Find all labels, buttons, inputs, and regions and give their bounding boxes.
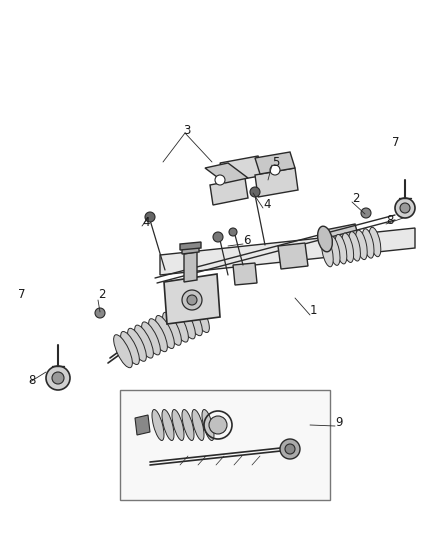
- Ellipse shape: [369, 227, 381, 257]
- Circle shape: [250, 187, 260, 197]
- Ellipse shape: [141, 322, 160, 355]
- Ellipse shape: [202, 409, 214, 440]
- Text: 4: 4: [263, 198, 271, 212]
- Ellipse shape: [162, 312, 181, 345]
- Polygon shape: [255, 152, 295, 174]
- Polygon shape: [160, 228, 415, 275]
- Circle shape: [215, 175, 225, 185]
- Bar: [120, 390, 330, 500]
- Ellipse shape: [152, 409, 164, 440]
- Polygon shape: [210, 178, 248, 205]
- Ellipse shape: [184, 303, 202, 336]
- Ellipse shape: [127, 328, 146, 361]
- Ellipse shape: [321, 237, 333, 267]
- Circle shape: [145, 212, 155, 222]
- Text: 8: 8: [386, 214, 393, 227]
- Polygon shape: [325, 224, 360, 248]
- Polygon shape: [255, 168, 298, 197]
- Circle shape: [395, 198, 415, 218]
- Circle shape: [187, 295, 197, 305]
- Circle shape: [209, 416, 227, 434]
- Ellipse shape: [191, 300, 209, 333]
- Ellipse shape: [192, 409, 204, 440]
- Polygon shape: [182, 247, 199, 254]
- Text: 2: 2: [98, 288, 106, 302]
- Ellipse shape: [162, 409, 174, 440]
- Circle shape: [361, 208, 371, 218]
- Ellipse shape: [356, 230, 367, 260]
- Circle shape: [229, 228, 237, 236]
- Circle shape: [182, 290, 202, 310]
- Ellipse shape: [155, 316, 174, 349]
- Ellipse shape: [148, 319, 167, 352]
- Text: 5: 5: [272, 156, 279, 168]
- Ellipse shape: [177, 306, 195, 339]
- Polygon shape: [180, 242, 201, 250]
- Text: 9: 9: [335, 416, 343, 429]
- Circle shape: [52, 372, 64, 384]
- Polygon shape: [220, 156, 265, 182]
- Polygon shape: [184, 252, 197, 282]
- Circle shape: [280, 439, 300, 459]
- Ellipse shape: [172, 409, 184, 440]
- Circle shape: [270, 165, 280, 175]
- Ellipse shape: [342, 233, 353, 262]
- Circle shape: [46, 366, 70, 390]
- Text: 6: 6: [243, 233, 251, 246]
- Text: 1: 1: [310, 303, 318, 317]
- Ellipse shape: [170, 309, 188, 342]
- Text: 7: 7: [18, 288, 25, 302]
- Text: 7: 7: [392, 136, 399, 149]
- Ellipse shape: [328, 236, 340, 265]
- Text: 4: 4: [142, 215, 149, 229]
- Circle shape: [95, 308, 105, 318]
- Circle shape: [285, 444, 295, 454]
- Polygon shape: [164, 274, 220, 324]
- Text: 8: 8: [28, 374, 35, 386]
- Ellipse shape: [335, 235, 347, 264]
- Ellipse shape: [318, 226, 332, 252]
- Ellipse shape: [120, 332, 139, 365]
- Ellipse shape: [349, 232, 360, 261]
- Circle shape: [213, 232, 223, 242]
- Ellipse shape: [182, 409, 194, 440]
- Polygon shape: [233, 263, 257, 285]
- Circle shape: [400, 203, 410, 213]
- Ellipse shape: [134, 325, 153, 358]
- Polygon shape: [205, 163, 248, 183]
- Text: 3: 3: [183, 124, 191, 136]
- Polygon shape: [278, 243, 308, 269]
- Ellipse shape: [362, 229, 374, 258]
- Text: 2: 2: [352, 191, 360, 205]
- Polygon shape: [135, 415, 150, 435]
- Ellipse shape: [113, 335, 132, 368]
